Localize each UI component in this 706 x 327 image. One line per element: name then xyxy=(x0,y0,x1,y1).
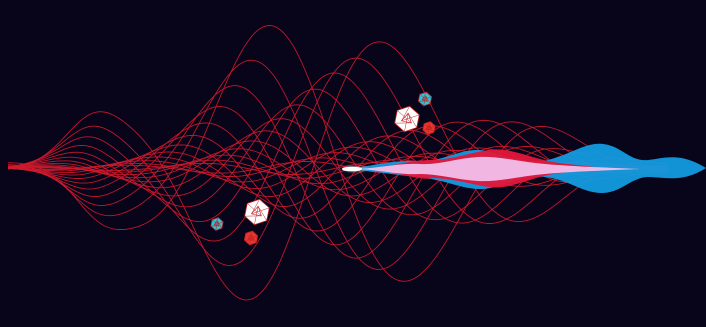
icosahedron-icon xyxy=(394,105,420,133)
icosahedron-icon xyxy=(243,230,259,246)
polyhedron-edge xyxy=(251,207,270,215)
polyhedron-edge xyxy=(214,221,224,226)
polyhedron-edge xyxy=(251,234,257,243)
polyhedron-edge xyxy=(421,92,427,101)
wave-line xyxy=(7,122,669,232)
wave-line xyxy=(7,41,669,301)
icosahedron-icon xyxy=(417,91,433,107)
polyhedron-edge xyxy=(401,106,410,121)
ribbon-pink-core xyxy=(360,156,640,182)
polyhedron-edge xyxy=(257,206,267,221)
polyhedron-edge xyxy=(425,95,431,104)
polyhedron-edge xyxy=(247,231,253,240)
polyhedron-edge xyxy=(421,96,432,101)
wave-line xyxy=(7,59,669,270)
polyhedron-edge xyxy=(214,217,219,226)
icosahedron-icon xyxy=(422,121,436,135)
color-ribbon xyxy=(339,143,706,193)
wave-line xyxy=(7,25,668,282)
polyhedron-edge xyxy=(426,121,431,130)
polyhedron-edge xyxy=(407,113,417,128)
polyhedron-edge xyxy=(397,110,412,124)
glint-glow xyxy=(339,164,371,174)
polyhedra xyxy=(210,91,436,246)
polyhedron-edge xyxy=(426,125,436,130)
polyhedron-edge xyxy=(247,203,262,217)
polyhedron-edge xyxy=(401,114,420,122)
polyhedron-edge xyxy=(247,235,258,240)
polyhedron-edge xyxy=(254,206,259,225)
polyhedron-edge xyxy=(251,199,260,214)
polyhedron-edge xyxy=(404,113,409,132)
polyhedron-edge xyxy=(217,221,223,229)
wave-line xyxy=(7,106,669,246)
icosahedron-icon xyxy=(210,217,224,231)
icosahedron-icon xyxy=(244,198,270,226)
polyhedron-edge xyxy=(429,125,435,133)
